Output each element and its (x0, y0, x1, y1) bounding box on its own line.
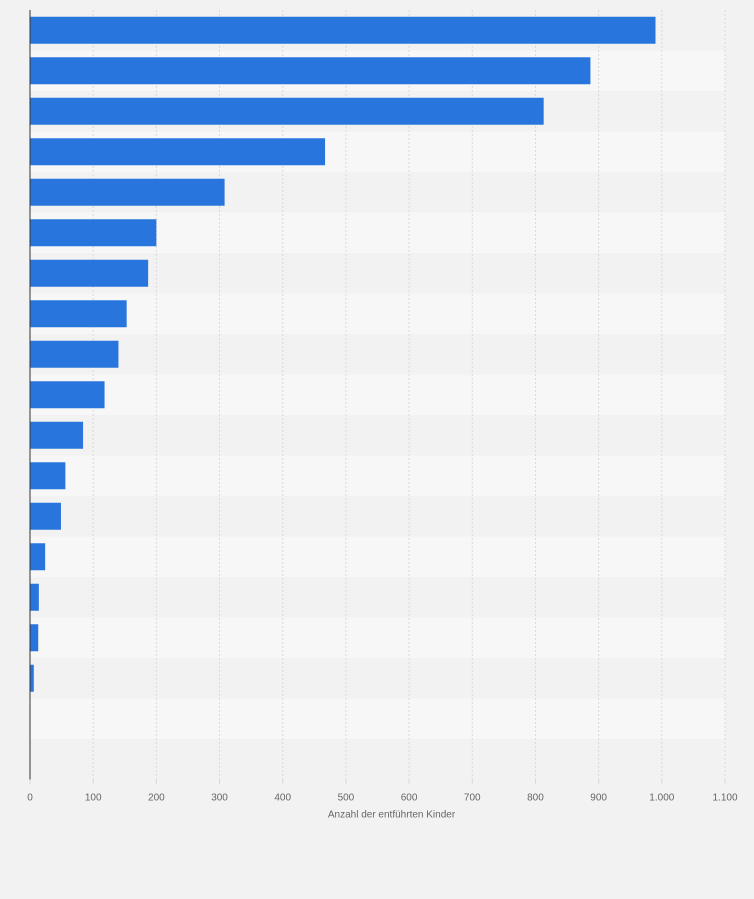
row-band (30, 496, 725, 537)
x-tick-label: 900 (590, 793, 607, 804)
bar[interactable] (30, 421, 84, 449)
bar[interactable] (30, 16, 656, 44)
bar[interactable] (30, 138, 326, 166)
bar[interactable] (30, 664, 34, 692)
row-band (30, 415, 725, 456)
bar[interactable] (30, 502, 61, 530)
bar[interactable] (30, 57, 591, 85)
x-axis-title: Anzahl der entführten Kinder (328, 810, 456, 821)
bar[interactable] (30, 259, 149, 287)
row-band (30, 739, 725, 780)
x-tick-label: 700 (464, 793, 481, 804)
bar[interactable] (30, 624, 39, 652)
row-band (30, 577, 725, 618)
x-tick-label: 400 (274, 793, 291, 804)
bar[interactable] (30, 462, 66, 490)
bar[interactable] (30, 340, 119, 368)
row-band (30, 455, 725, 496)
row-band (30, 293, 725, 334)
x-tick-label: 500 (338, 793, 355, 804)
bar[interactable] (30, 381, 105, 409)
x-tick-label: 0 (27, 793, 33, 804)
bar[interactable] (30, 543, 46, 571)
x-tick-label: 1.000 (649, 793, 674, 804)
row-band (30, 374, 725, 415)
x-tick-label: 600 (401, 793, 418, 804)
bar[interactable] (30, 178, 225, 206)
bar[interactable] (30, 97, 544, 125)
x-tick-label: 800 (527, 793, 544, 804)
row-band (30, 536, 725, 577)
x-tick-label: 100 (85, 793, 102, 804)
x-axis-ticks: 0 100 200 300 400 500 600 700 800 900 1.000 1.100 (27, 779, 738, 804)
bar[interactable] (30, 300, 127, 328)
bars (30, 16, 656, 692)
x-tick-label: 300 (211, 793, 228, 804)
row-band (30, 334, 725, 375)
x-tick-label: 1.100 (712, 793, 737, 804)
x-tick-label: 200 (148, 793, 165, 804)
row-band (30, 658, 725, 699)
bar[interactable] (30, 219, 157, 247)
row-band (30, 698, 725, 739)
row-band (30, 617, 725, 658)
row-bands (30, 10, 725, 780)
bar[interactable] (30, 583, 39, 611)
